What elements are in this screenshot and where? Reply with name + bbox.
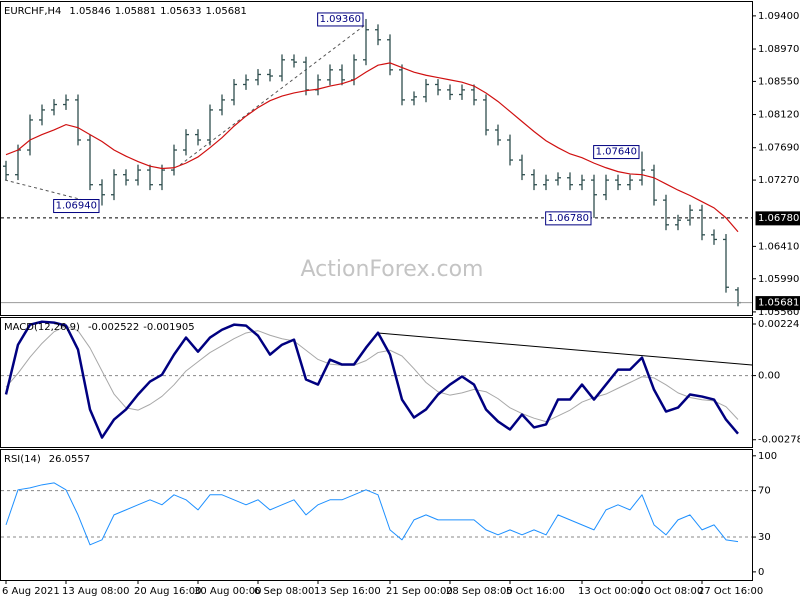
y-tick-label: 1.05560 [758, 307, 799, 318]
x-tick-label: 5 Oct 16:00 [506, 586, 565, 597]
y-tick-label: 70 [758, 486, 771, 497]
panel-value: 1.05633 [160, 6, 201, 17]
y-tick-label: -0.002785 [758, 435, 800, 446]
x-tick-label: 13 Oct 00:00 [578, 586, 643, 597]
price-annotation-box [317, 12, 364, 27]
watermark: ActionForex.com [301, 257, 484, 282]
panel-value: 26.0557 [49, 454, 90, 465]
moving-average [5, 62, 739, 233]
x-tick-label: 21 Sep 00:00 [386, 586, 453, 597]
y-tick-label: 1.08120 [758, 110, 799, 121]
trend-line [179, 24, 366, 166]
panel-value: 1.05681 [205, 6, 246, 17]
indicator-line [5, 482, 739, 546]
panel-value: -0.001905 [143, 322, 194, 333]
y-tick-label: 1.07270 [758, 175, 799, 186]
y-tick-label: 0.00 [758, 371, 780, 382]
panel-title: EURCHF,H4 [4, 6, 61, 17]
x-tick-label: 30 Aug 00:00 [194, 586, 261, 597]
price-annotation: 1.06780 [548, 213, 589, 224]
y-tick-label: 1.08970 [758, 44, 799, 55]
panel-value: 1.05846 [69, 6, 110, 17]
x-tick-label: 13 Sep 16:00 [314, 586, 381, 597]
price-annotation: 1.09360 [320, 14, 361, 25]
level-label-box [755, 211, 800, 226]
y-tick-label: 100 [758, 451, 777, 462]
price-annotation: 1.07640 [596, 147, 637, 158]
price-annotation: 1.06940 [56, 201, 97, 212]
y-tick-label: 1.08550 [758, 76, 799, 87]
x-tick-label: 13 Aug 08:00 [62, 586, 129, 597]
price-annotation-box [545, 211, 592, 226]
price-annotation-box [593, 145, 640, 160]
last-price-label: 1.05681 [758, 298, 799, 309]
level-label: 1.06780 [758, 213, 799, 224]
y-tick-label: 1.06410 [758, 241, 799, 252]
last-price-box [755, 296, 800, 311]
x-tick-label: 6 Aug 2021 [2, 586, 60, 597]
y-tick-label: 1.07690 [758, 143, 799, 154]
y-tick-label: 1.09400 [758, 11, 799, 22]
x-tick-label: 28 Sep 08:00 [446, 586, 513, 597]
y-tick-label: 0.00224 [758, 319, 799, 330]
x-tick-label: 20 Oct 08:00 [638, 586, 703, 597]
macd-trend-line [377, 332, 753, 366]
panel-title: MACD(12,26,9) [4, 322, 80, 333]
y-tick-label: 30 [758, 532, 771, 543]
macd-panel-frame [0, 317, 753, 448]
price-panel-frame [0, 1, 753, 316]
y-tick-label: 1.05990 [758, 274, 799, 285]
price-annotation-box [53, 199, 100, 214]
panel-value: -0.002522 [88, 322, 139, 333]
panel-title: RSI(14) [4, 454, 41, 465]
y-tick-label: 0 [758, 567, 764, 578]
x-tick-label: 6 Sep 08:00 [254, 586, 314, 597]
rsi-panel-frame [0, 449, 753, 581]
x-tick-label: 20 Aug 16:00 [134, 586, 201, 597]
x-tick-label: 27 Oct 16:00 [698, 586, 763, 597]
indicator-line [4, 320, 739, 439]
panel-value: 1.05881 [115, 6, 156, 17]
